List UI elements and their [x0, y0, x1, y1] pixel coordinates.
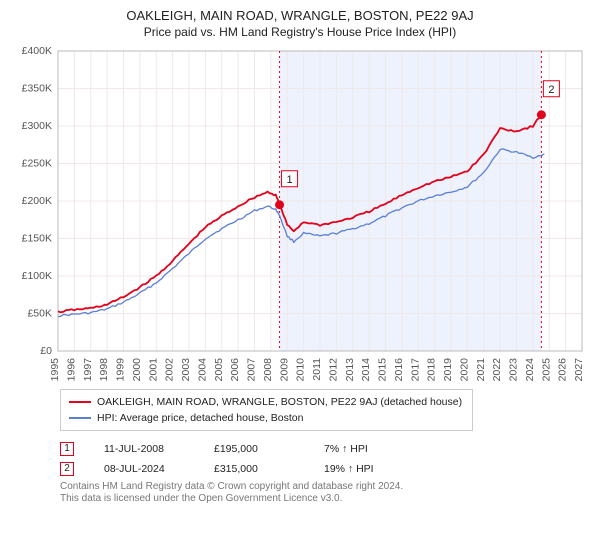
svg-text:2021: 2021 [475, 358, 487, 382]
transaction-index: 2 [60, 462, 74, 476]
svg-text:2010: 2010 [295, 358, 307, 382]
svg-text:2025: 2025 [540, 358, 552, 382]
svg-text:2007: 2007 [246, 358, 258, 382]
transaction-delta: 19% ↑ HPI [324, 459, 404, 479]
transaction-index: 1 [60, 442, 74, 456]
svg-text:2026: 2026 [557, 358, 569, 382]
svg-text:£250K: £250K [22, 158, 52, 170]
svg-text:2019: 2019 [442, 358, 454, 382]
svg-text:2022: 2022 [491, 358, 503, 382]
svg-text:2003: 2003 [180, 358, 192, 382]
legend: OAKLEIGH, MAIN ROAD, WRANGLE, BOSTON, PE… [60, 389, 473, 431]
svg-text:2002: 2002 [164, 358, 176, 382]
svg-text:1995: 1995 [49, 358, 61, 382]
svg-text:2024: 2024 [524, 358, 536, 382]
svg-text:2009: 2009 [278, 358, 290, 382]
transaction-date: 08-JUL-2024 [104, 459, 184, 479]
svg-text:1997: 1997 [82, 358, 94, 382]
legend-label: OAKLEIGH, MAIN ROAD, WRANGLE, BOSTON, PE… [97, 394, 462, 410]
svg-text:£350K: £350K [22, 83, 52, 95]
svg-text:2023: 2023 [508, 358, 520, 382]
svg-text:2020: 2020 [458, 358, 470, 382]
price-chart: £0 £50K £100K £150K £200K £250K £300K £350K £400… [10, 43, 590, 383]
legend-swatch [69, 401, 91, 403]
svg-text:2011: 2011 [311, 358, 323, 381]
transactions-table: 1 11-JUL-2008 £195,000 7% ↑ HPI 2 08-JUL-2024… [60, 439, 590, 479]
svg-text:2: 2 [548, 84, 554, 96]
svg-text:£0: £0 [40, 345, 52, 357]
transaction-row: 1 11-JUL-2008 £195,000 7% ↑ HPI [60, 439, 590, 459]
transaction-price: £195,000 [214, 439, 294, 459]
svg-text:£150K: £150K [22, 233, 52, 245]
transaction-date: 11-JUL-2008 [104, 439, 184, 459]
attribution: Contains HM Land Registry data © Crown c… [60, 481, 590, 505]
legend-label: HPI: Average price, detached house, Bost… [97, 410, 303, 426]
svg-text:2012: 2012 [327, 358, 339, 382]
svg-text:£200K: £200K [22, 195, 52, 207]
svg-text:2006: 2006 [229, 358, 241, 382]
svg-text:2016: 2016 [393, 358, 405, 382]
legend-item: OAKLEIGH, MAIN ROAD, WRANGLE, BOSTON, PE… [69, 394, 462, 410]
svg-text:£300K: £300K [22, 120, 52, 132]
svg-text:2004: 2004 [196, 358, 208, 382]
svg-text:£50K: £50K [27, 308, 52, 320]
transaction-row: 2 08-JUL-2024 £315,000 19% ↑ HPI [60, 459, 590, 479]
svg-text:2014: 2014 [360, 358, 372, 382]
svg-text:2015: 2015 [377, 358, 389, 382]
svg-text:1999: 1999 [115, 358, 127, 382]
svg-text:£100K: £100K [22, 270, 52, 282]
legend-swatch [69, 417, 91, 419]
svg-text:2027: 2027 [573, 358, 585, 382]
transaction-price: £315,000 [214, 459, 294, 479]
svg-text:2001: 2001 [147, 358, 159, 382]
svg-text:1998: 1998 [98, 358, 110, 382]
svg-text:2000: 2000 [131, 358, 143, 382]
svg-text:£400K: £400K [22, 45, 52, 57]
legend-item: HPI: Average price, detached house, Bost… [69, 410, 462, 426]
page-title: OAKLEIGH, MAIN ROAD, WRANGLE, BOSTON, PE… [10, 8, 590, 23]
svg-text:2005: 2005 [213, 358, 225, 382]
transaction-delta: 7% ↑ HPI [324, 439, 404, 459]
svg-text:2018: 2018 [426, 358, 438, 382]
svg-text:2013: 2013 [344, 358, 356, 382]
svg-text:1996: 1996 [65, 358, 77, 382]
svg-text:2008: 2008 [262, 358, 274, 382]
attribution-line-2: This data is licensed under the Open Gov… [60, 493, 590, 505]
svg-text:2017: 2017 [409, 358, 421, 382]
attribution-line-1: Contains HM Land Registry data © Crown c… [60, 481, 590, 493]
page-subtitle: Price paid vs. HM Land Registry's House … [10, 25, 590, 39]
svg-text:1: 1 [286, 174, 292, 186]
